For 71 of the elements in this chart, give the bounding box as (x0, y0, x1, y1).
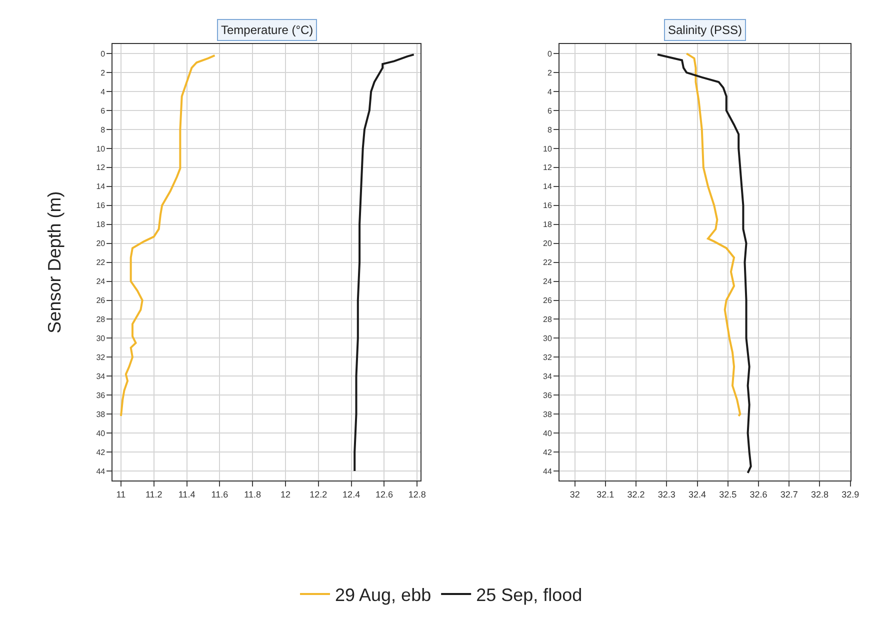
y-tick-label: 38 (96, 410, 106, 419)
y-tick-label: 4 (547, 87, 552, 96)
y-tick-label: 22 (96, 258, 106, 268)
y-tick-label: 10 (543, 144, 552, 154)
y-tick-label: 40 (96, 428, 106, 438)
y-tick-label: 32 (96, 352, 106, 362)
y-tick-label: 30 (96, 334, 106, 344)
x-tick-label: 12.8 (408, 489, 426, 500)
x-tick-label: 11.6 (211, 489, 228, 500)
y-tick-label: 34 (96, 372, 106, 381)
y-tick-label: 44 (96, 466, 106, 476)
legend-label: 29 Aug, ebb (335, 584, 432, 605)
y-tick-label: 34 (543, 372, 552, 381)
y-tick-label: 32 (543, 352, 552, 362)
y-tick-label: 16 (96, 201, 106, 210)
y-tick-label: 28 (96, 315, 106, 324)
y-tick-label: 6 (100, 106, 106, 116)
x-tick-label: 32.8 (810, 489, 829, 500)
y-tick-label: 42 (96, 448, 106, 457)
x-tick-label: 32.4 (688, 489, 706, 500)
y-tick-label: 22 (543, 258, 552, 268)
y-tick-label: 14 (96, 182, 106, 192)
y-tick-label: 26 (543, 296, 552, 306)
y-tick-label: 38 (543, 410, 552, 419)
x-tick-label: 11.2 (145, 489, 162, 500)
y-tick-label: 20 (96, 239, 106, 248)
y-tick-label: 24 (96, 277, 106, 286)
x-tick-label: 12.4 (342, 489, 360, 500)
y-tick-label: 16 (543, 201, 552, 210)
x-tick-label: 32.1 (596, 489, 614, 500)
y-tick-label: 18 (96, 220, 106, 230)
y-tick-label: 18 (543, 220, 552, 230)
y-tick-label: 28 (543, 315, 552, 324)
x-tick-label: 12.2 (310, 489, 328, 500)
y-tick-label: 10 (96, 144, 106, 154)
y-tick-label: 8 (100, 125, 106, 134)
x-tick-label: 32.7 (780, 489, 798, 500)
y-tick-label: 14 (543, 182, 552, 192)
chart-title: Temperature (°C) (221, 23, 314, 37)
x-tick-label: 11.8 (244, 489, 262, 500)
y-tick-label: 4 (100, 87, 106, 96)
x-tick-label: 32.9 (842, 489, 860, 500)
y-tick-label: 0 (547, 49, 552, 58)
y-tick-label: 20 (543, 239, 552, 248)
chart-title: Salinity (PSS) (668, 23, 742, 37)
y-tick-label: 24 (543, 277, 552, 286)
y-tick-label: 6 (547, 106, 552, 116)
y-tick-label: 36 (96, 390, 106, 400)
y-tick-label: 12 (96, 163, 106, 172)
x-tick-label: 12.6 (375, 489, 393, 500)
x-tick-label: 32.6 (750, 489, 768, 500)
x-tick-label: 32 (570, 489, 580, 500)
y-tick-label: 26 (96, 296, 106, 306)
y-tick-label: 44 (543, 466, 552, 476)
y-tick-label: 12 (543, 163, 552, 172)
legend-label: 25 Sep, flood (476, 584, 582, 605)
y-tick-label: 8 (547, 125, 552, 134)
y-tick-label: 2 (547, 68, 552, 78)
x-tick-label: 32.5 (719, 489, 737, 500)
x-tick-label: 32.3 (658, 489, 676, 500)
y-tick-label: 2 (100, 68, 106, 78)
y-axis-title: Sensor Depth (m) (44, 191, 64, 334)
y-tick-label: 36 (543, 390, 552, 400)
y-tick-label: 0 (100, 49, 106, 58)
y-tick-label: 30 (543, 334, 552, 344)
x-tick-label: 11 (116, 489, 126, 500)
x-tick-label: 12 (280, 489, 291, 500)
x-tick-label: 32.2 (627, 489, 645, 500)
y-tick-label: 42 (543, 448, 552, 457)
x-tick-label: 11.4 (178, 489, 196, 500)
y-tick-label: 40 (543, 428, 552, 438)
